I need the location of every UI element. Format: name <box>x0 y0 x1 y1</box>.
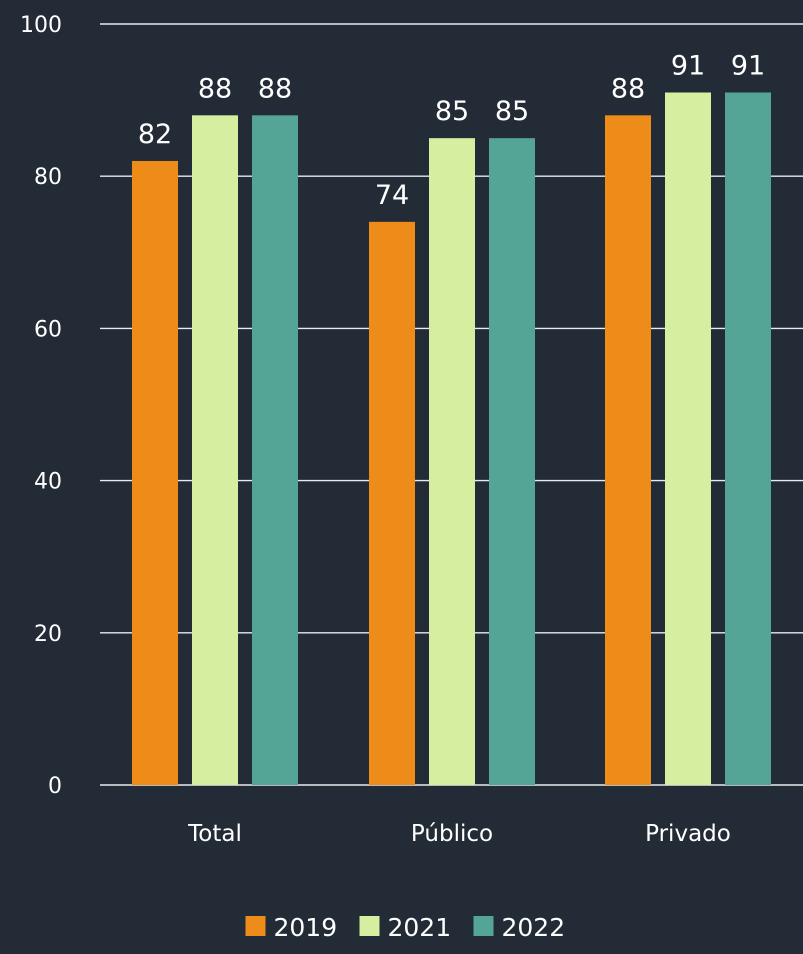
bar-2021-total <box>192 115 238 785</box>
x-axis-categories: Total Público Privado <box>187 821 731 847</box>
y-tick-label: 0 <box>48 774 62 799</box>
legend-label: 2022 <box>502 913 566 942</box>
bar-2022-total <box>252 115 298 785</box>
data-label: 91 <box>731 50 765 81</box>
x-category-label: Total <box>187 821 242 847</box>
y-axis-ticks: 0 20 40 60 80 100 <box>20 13 62 799</box>
bar-2019-total <box>132 160 178 786</box>
legend: 2019 2021 2022 <box>245 913 566 942</box>
y-tick-label: 40 <box>34 470 62 495</box>
data-label: 74 <box>375 180 409 211</box>
data-label: 82 <box>138 119 172 150</box>
y-tick-label: 20 <box>34 622 62 647</box>
bar-2022-público <box>489 138 535 785</box>
y-tick-label: 100 <box>20 13 62 38</box>
bar-2019-público <box>369 221 415 786</box>
bars <box>132 92 771 786</box>
data-label: 85 <box>495 96 529 127</box>
legend-label: 2021 <box>388 913 452 942</box>
legend-swatch-2021 <box>359 916 380 936</box>
bar-2022-privado <box>725 92 771 786</box>
legend-label: 2019 <box>274 913 338 942</box>
data-label: 88 <box>611 73 645 104</box>
x-category-label: Público <box>411 821 493 847</box>
bar-2019-privado <box>605 115 651 785</box>
legend-swatch-2022 <box>473 916 494 936</box>
data-label: 91 <box>671 50 705 81</box>
bar-2021-privado <box>665 92 711 786</box>
y-tick-label: 80 <box>34 165 62 190</box>
data-label: 85 <box>435 96 469 127</box>
data-label: 88 <box>258 73 292 104</box>
data-label: 88 <box>198 73 232 104</box>
bar-2021-público <box>429 138 475 785</box>
legend-swatch-2019 <box>245 916 266 936</box>
data-labels: 82 88 88 74 85 85 88 91 91 <box>138 50 765 210</box>
x-category-label: Privado <box>645 821 731 847</box>
y-tick-label: 60 <box>34 317 62 342</box>
